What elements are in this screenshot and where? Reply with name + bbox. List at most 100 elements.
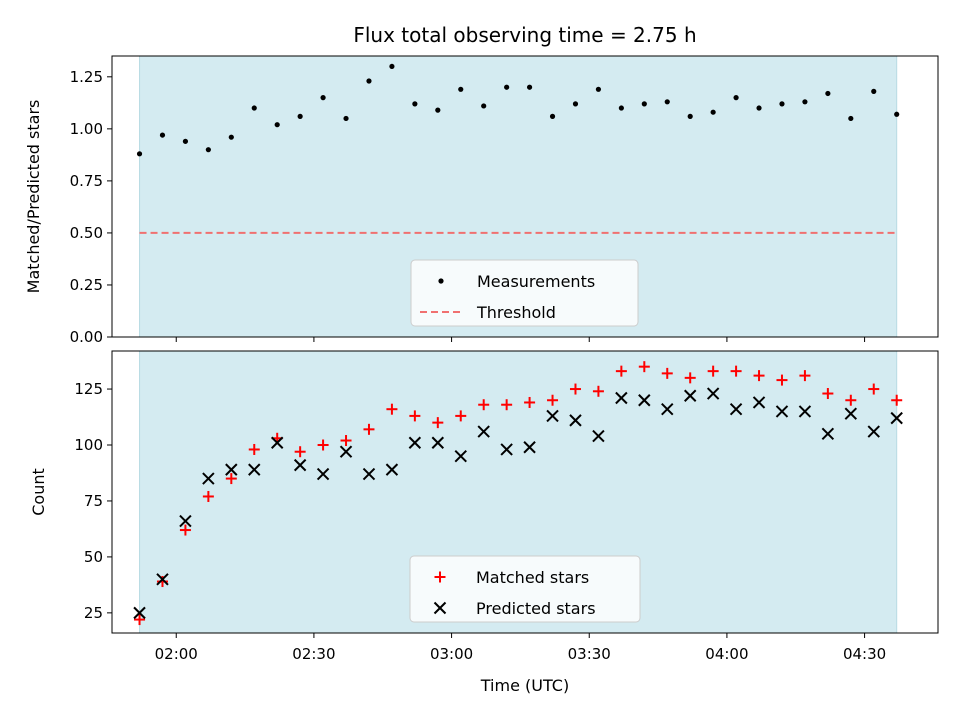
data-point	[432, 417, 444, 429]
data-point	[845, 394, 857, 406]
data-point	[569, 383, 581, 395]
data-point	[248, 443, 260, 455]
data-point	[156, 576, 168, 588]
data-point	[136, 151, 143, 157]
data-point	[822, 388, 834, 400]
legend-measurements-marker	[438, 278, 444, 284]
data-point	[363, 423, 375, 435]
data-point	[134, 614, 146, 626]
data-point-stroke	[661, 402, 674, 416]
data-point	[433, 601, 447, 615]
data-point	[524, 396, 536, 408]
data-point	[683, 389, 697, 402]
data-point	[320, 95, 326, 101]
data-point	[684, 372, 696, 384]
data-point	[753, 370, 765, 382]
data-point	[664, 99, 670, 105]
data-point	[775, 405, 789, 418]
data-point	[431, 436, 445, 449]
data-point	[891, 394, 903, 406]
data-point-stroke	[362, 467, 376, 481]
data-point-stroke	[454, 449, 467, 463]
bottom-axes-frame	[111, 350, 939, 634]
data-point-stroke	[752, 396, 766, 409]
data-point	[615, 365, 627, 377]
data-point	[595, 86, 602, 92]
data-point	[478, 399, 490, 411]
y-tick-label: 100	[74, 436, 103, 454]
data-point-stroke	[179, 514, 192, 528]
data-point	[455, 410, 467, 422]
data-point	[297, 113, 303, 119]
data-point	[752, 396, 766, 409]
data-point-stroke	[133, 606, 146, 620]
data-point	[638, 361, 650, 373]
data-point-stroke	[569, 414, 582, 427]
data-point	[477, 425, 490, 438]
data-point	[409, 410, 421, 422]
data-point	[156, 573, 169, 586]
data-point	[710, 109, 716, 115]
x-tick-label: 03:30	[568, 645, 611, 663]
y-tick-label: 125	[74, 380, 103, 398]
data-point	[316, 467, 330, 481]
legend-bottom-frame	[409, 555, 641, 623]
y-axis-label-bottom: Count	[29, 468, 48, 516]
data-point	[844, 407, 858, 420]
data-point	[182, 138, 189, 144]
data-point	[501, 399, 513, 411]
legend-bottom: Matched stars Predicted stars	[409, 555, 641, 623]
data-point	[340, 435, 352, 447]
data-point	[706, 387, 720, 400]
data-point	[615, 391, 628, 405]
data-point-stroke	[270, 436, 284, 449]
legend-predicted-label: Predicted stars	[476, 599, 596, 618]
data-point-stroke	[248, 463, 261, 476]
data-point	[779, 101, 785, 107]
data-point	[707, 365, 719, 377]
data-point-stroke	[775, 405, 789, 418]
y-axis-label-top: Matched/Predicted stars	[24, 100, 43, 294]
data-point	[225, 463, 238, 476]
data-point-stroke	[477, 425, 490, 438]
data-point	[205, 147, 211, 153]
data-point	[270, 436, 284, 449]
data-point	[339, 445, 353, 458]
data-point	[179, 514, 192, 528]
data-point	[274, 122, 280, 128]
data-point	[572, 101, 579, 107]
data-point	[408, 436, 422, 449]
data-point	[756, 105, 762, 111]
y-tick-label: 75	[84, 492, 103, 510]
data-point-stroke	[385, 463, 399, 476]
data-point	[481, 103, 487, 109]
data-point	[454, 449, 467, 463]
data-point	[592, 385, 604, 397]
data-point	[592, 429, 605, 443]
legend-threshold-label: Threshold	[476, 303, 556, 322]
data-point	[641, 101, 647, 107]
data-point	[547, 394, 559, 406]
data-point	[202, 490, 214, 502]
top-axes-frame	[111, 55, 939, 338]
data-point	[412, 101, 418, 107]
data-point-stroke	[683, 389, 697, 402]
legend-measurements-label: Measurements	[477, 272, 595, 291]
data-point	[225, 473, 237, 485]
data-point	[159, 132, 166, 138]
data-point	[798, 405, 812, 418]
data-point-stroke	[615, 391, 628, 405]
chart-title: Flux total observing time = 2.75 h	[353, 23, 696, 47]
x-tick-label: 03:00	[430, 645, 473, 663]
data-point	[500, 443, 513, 456]
data-point	[821, 427, 835, 441]
data-point	[733, 95, 739, 101]
data-point	[546, 409, 559, 423]
y-tick-label: 1.25	[70, 68, 103, 86]
data-point-stroke	[798, 405, 812, 418]
data-point	[661, 367, 673, 379]
y-tick-label: 0.75	[70, 172, 103, 190]
data-point	[776, 374, 788, 386]
data-point	[729, 402, 743, 416]
